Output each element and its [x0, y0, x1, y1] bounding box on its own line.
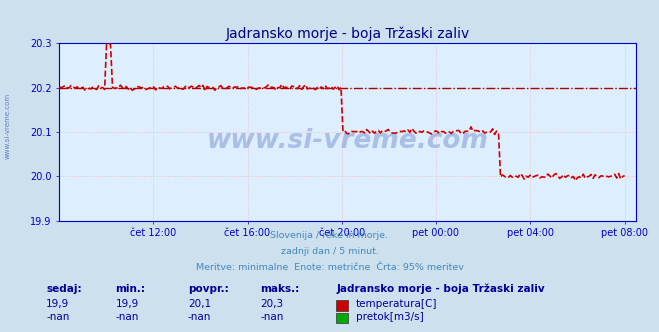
- Text: 19,9: 19,9: [46, 299, 69, 309]
- Text: 20,3: 20,3: [260, 299, 283, 309]
- Text: Jadransko morje - boja Tržaski zaliv: Jadransko morje - boja Tržaski zaliv: [336, 283, 545, 294]
- Text: min.:: min.:: [115, 284, 146, 294]
- Text: povpr.:: povpr.:: [188, 284, 229, 294]
- Text: -nan: -nan: [260, 312, 283, 322]
- Text: temperatura[C]: temperatura[C]: [356, 299, 438, 309]
- Text: pretok[m3/s]: pretok[m3/s]: [356, 312, 424, 322]
- Text: -nan: -nan: [46, 312, 69, 322]
- Text: www.si-vreme.com: www.si-vreme.com: [207, 128, 488, 154]
- Text: Meritve: minimalne  Enote: metrične  Črta: 95% meritev: Meritve: minimalne Enote: metrične Črta:…: [196, 263, 463, 272]
- Text: zadnji dan / 5 minut.: zadnji dan / 5 minut.: [281, 247, 378, 256]
- Text: www.si-vreme.com: www.si-vreme.com: [5, 93, 11, 159]
- Text: sedaj:: sedaj:: [46, 284, 82, 294]
- Title: Jadransko morje - boja Tržaski zaliv: Jadransko morje - boja Tržaski zaliv: [225, 26, 470, 41]
- Text: 19,9: 19,9: [115, 299, 138, 309]
- Text: maks.:: maks.:: [260, 284, 300, 294]
- Text: Slovenija / reke in morje.: Slovenija / reke in morje.: [270, 231, 389, 240]
- Text: -nan: -nan: [115, 312, 138, 322]
- Text: -nan: -nan: [188, 312, 211, 322]
- Text: 20,1: 20,1: [188, 299, 211, 309]
